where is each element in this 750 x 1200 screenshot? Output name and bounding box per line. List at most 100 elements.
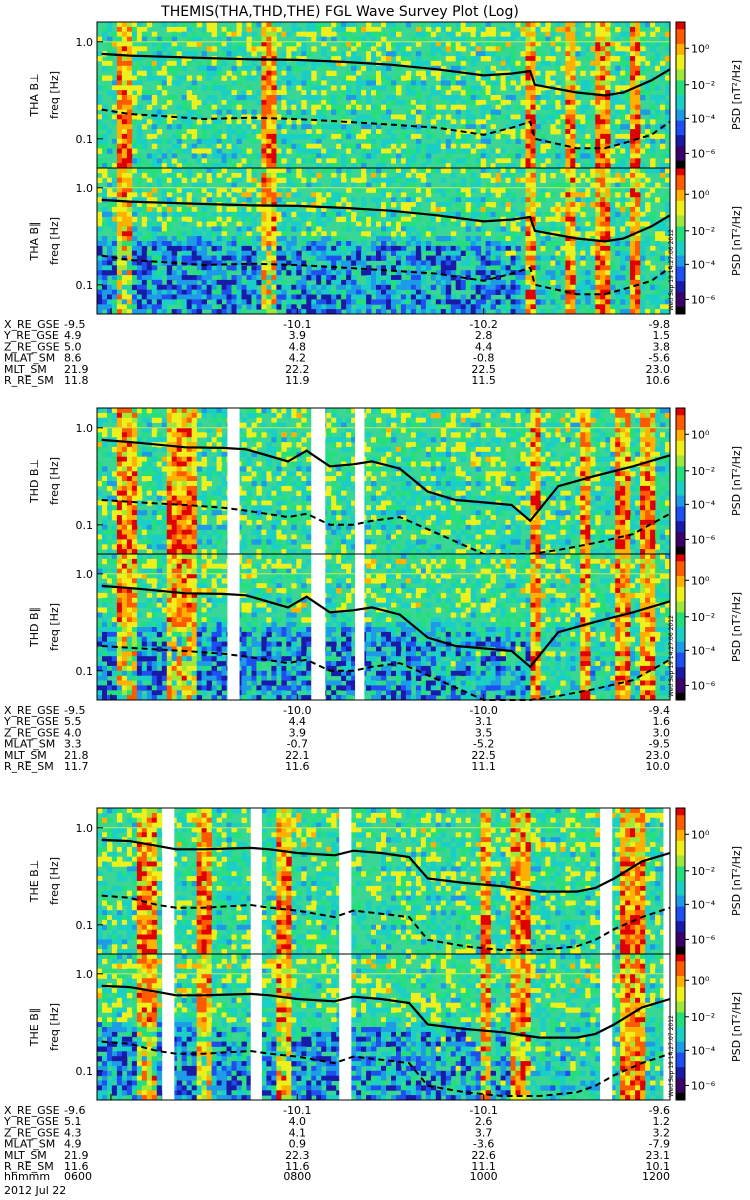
spectrogram-cell: [550, 26, 556, 33]
spectrogram-cell: [336, 309, 342, 315]
spectrogram-cell: [211, 255, 217, 261]
spectrogram-cell: [371, 41, 377, 47]
spectrogram-cell: [136, 70, 143, 76]
spectrogram-cell: [211, 245, 217, 252]
spectrogram-cell: [535, 231, 541, 237]
spectrogram-cell: [525, 41, 531, 47]
spectrogram-cell: [635, 51, 641, 57]
spectrogram-cell: [405, 75, 412, 81]
spectrogram-cell: [341, 133, 347, 140]
spectrogram-cell: [231, 192, 237, 198]
spectrogram-cell: [281, 172, 287, 179]
spectrogram-cell: [625, 250, 631, 256]
spectrogram-cell: [391, 51, 397, 57]
spectrogram-cell: [151, 197, 158, 203]
spectrogram-cell: [555, 36, 561, 42]
spectrogram-cell: [246, 241, 252, 247]
spectrogram-cell: [116, 104, 123, 110]
spectrogram-cell: [440, 75, 447, 81]
spectrogram-cell: [331, 60, 337, 67]
spectrogram-cell: [211, 114, 217, 120]
spectrogram-cell: [530, 119, 536, 125]
spectrogram-cell: [321, 304, 327, 310]
spectrogram-cell: [231, 211, 237, 218]
spectrogram-cell: [400, 304, 407, 310]
spectrogram-cell: [211, 279, 217, 286]
spectrogram-cell: [575, 148, 581, 154]
spectrogram-cell: [371, 255, 377, 261]
spectrogram-cell: [590, 138, 596, 145]
spectrogram-cell: [171, 124, 178, 130]
spectrogram-cell: [176, 187, 183, 193]
spectrogram-cell: [475, 309, 482, 315]
spectrogram-cell: [196, 187, 203, 193]
spectrogram-cell: [635, 250, 641, 256]
spectrogram-cell: [625, 143, 631, 149]
spectrogram-cell: [495, 309, 501, 315]
spectrogram-cell: [361, 231, 367, 237]
spectrogram-cell: [585, 41, 591, 47]
spectrogram-cell: [256, 192, 262, 198]
spectrogram-cell: [386, 22, 392, 28]
spectrogram-cell: [640, 241, 646, 247]
spectrogram-cell: [102, 206, 108, 213]
spectrogram-cell: [121, 51, 128, 57]
spectrogram-cell: [102, 221, 108, 227]
spectrogram-cell: [121, 206, 128, 213]
spectrogram-cell: [156, 245, 163, 252]
spectrogram-cell: [430, 70, 437, 76]
spectrogram-cell: [515, 148, 521, 154]
spectrogram-cell: [301, 245, 307, 252]
spectrogram-cell: [660, 284, 666, 291]
spectrogram-cell: [356, 294, 362, 300]
spectrogram-cell: [565, 119, 571, 125]
spectrogram-cell: [286, 51, 292, 57]
spectrogram-cell: [525, 187, 531, 193]
spectrogram-cell: [590, 153, 596, 159]
spectrogram-cell: [565, 270, 571, 276]
spectrogram-cell: [605, 46, 611, 52]
spectrogram-cell: [565, 177, 571, 183]
spectrogram-cell: [166, 138, 173, 145]
spectrogram-cell: [126, 202, 133, 208]
spectrogram-cell: [291, 22, 297, 28]
spectrogram-cell: [141, 236, 148, 242]
spectrogram-cell: [530, 22, 536, 28]
spectrogram-cell: [291, 177, 297, 183]
spectrogram-cell: [460, 192, 467, 198]
spectrogram-cell: [405, 22, 412, 28]
spectrogram-cell: [590, 221, 596, 227]
spectrogram-cell: [450, 294, 457, 300]
spectrogram-cell: [425, 221, 432, 227]
spectrogram-cell: [405, 148, 412, 154]
spectrogram-cell: [186, 255, 193, 261]
spectrogram-cell: [500, 26, 506, 33]
spectrogram-cell: [605, 216, 611, 222]
spectrogram-cell: [241, 245, 247, 252]
spectrogram-cell: [156, 294, 163, 300]
spectrogram-cell: [201, 187, 207, 193]
spectrogram-cell: [251, 275, 257, 281]
spectrogram-cell: [251, 129, 257, 135]
spectrogram-cell: [171, 245, 178, 252]
spectrogram-cell: [600, 85, 606, 91]
spectrogram-cell: [600, 245, 606, 252]
spectrogram-cell: [176, 284, 183, 291]
spectrogram-cell: [500, 85, 506, 91]
spectrogram-cell: [570, 51, 576, 57]
spectrogram-cell: [97, 284, 103, 291]
spectrogram-cell: [311, 226, 317, 232]
spectrogram-cell: [206, 22, 212, 28]
spectrogram-cell: [107, 26, 113, 33]
spectrogram-cell: [306, 168, 312, 174]
spectrogram-cell: [301, 158, 307, 164]
spectrogram-cell: [102, 26, 108, 33]
spectrogram-cell: [107, 41, 113, 47]
spectrogram-cell: [465, 187, 472, 193]
spectrogram-cell: [610, 241, 616, 247]
spectrogram-cell: [161, 187, 168, 193]
spectrogram-cell: [445, 80, 452, 86]
spectrogram-cell: [136, 138, 143, 145]
spectrogram-cell: [111, 192, 118, 198]
spectrogram-cell: [565, 85, 571, 91]
